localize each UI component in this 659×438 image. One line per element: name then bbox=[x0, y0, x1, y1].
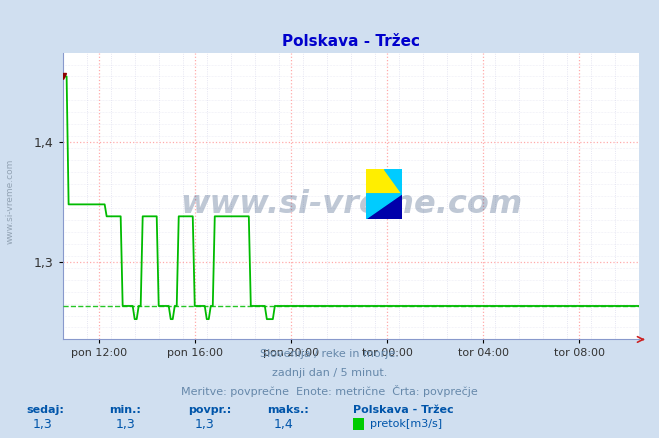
Polygon shape bbox=[384, 169, 402, 194]
Text: www.si-vreme.com: www.si-vreme.com bbox=[5, 159, 14, 244]
Text: 1,3: 1,3 bbox=[194, 418, 214, 431]
Text: 1,4: 1,4 bbox=[273, 418, 293, 431]
Bar bbox=[366, 194, 402, 219]
Text: www.si-vreme.com: www.si-vreme.com bbox=[180, 189, 522, 220]
Text: Slovenija / reke in morje.: Slovenija / reke in morje. bbox=[260, 349, 399, 359]
Text: 1,3: 1,3 bbox=[33, 418, 53, 431]
Text: min.:: min.: bbox=[109, 405, 140, 415]
Text: povpr.:: povpr.: bbox=[188, 405, 231, 415]
Bar bbox=[366, 169, 402, 194]
Polygon shape bbox=[366, 194, 402, 219]
Text: Meritve: povprečne  Enote: metrične  Črta: povprečje: Meritve: povprečne Enote: metrične Črta:… bbox=[181, 385, 478, 397]
Text: Polskava - Tržec: Polskava - Tržec bbox=[353, 405, 453, 415]
Text: sedaj:: sedaj: bbox=[26, 405, 64, 415]
Text: pretok[m3/s]: pretok[m3/s] bbox=[370, 419, 442, 429]
Title: Polskava - Tržec: Polskava - Tržec bbox=[282, 34, 420, 49]
Text: maks.:: maks.: bbox=[267, 405, 308, 415]
Text: 1,3: 1,3 bbox=[115, 418, 135, 431]
Text: zadnji dan / 5 minut.: zadnji dan / 5 minut. bbox=[272, 368, 387, 378]
